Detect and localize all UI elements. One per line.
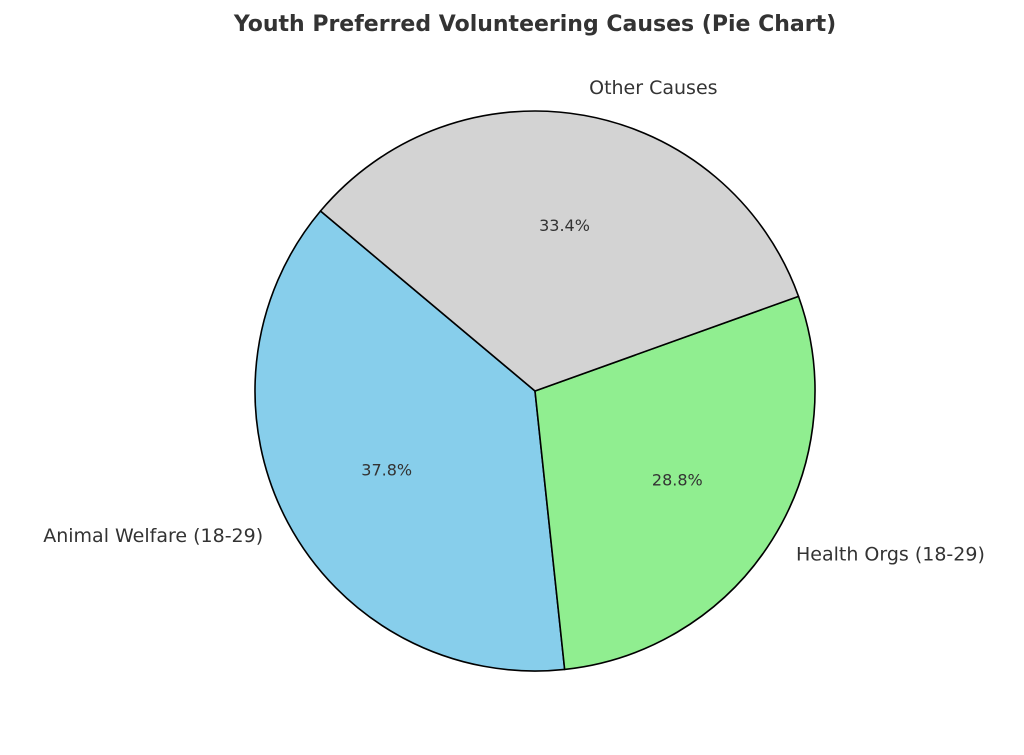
slice-label-health-orgs-18-29: Health Orgs (18-29)	[796, 544, 985, 566]
slice-label-animal-welfare-18-29: Animal Welfare (18-29)	[43, 525, 263, 547]
pie-slice-animal-welfare-18-29	[254, 210, 566, 672]
slice-percent-other-causes: 33.4%	[539, 216, 590, 235]
slice-percent-health-orgs-18-29: 28.8%	[652, 471, 703, 490]
chart-title: Youth Preferred Volunteering Causes (Pie…	[233, 12, 836, 37]
slice-label-other-causes: Other Causes	[589, 77, 717, 99]
pie-slice-other-causes	[319, 110, 800, 392]
pie-slice-health-orgs-18-29	[534, 295, 816, 671]
slice-percent-animal-welfare-18-29: 37.8%	[361, 460, 412, 479]
